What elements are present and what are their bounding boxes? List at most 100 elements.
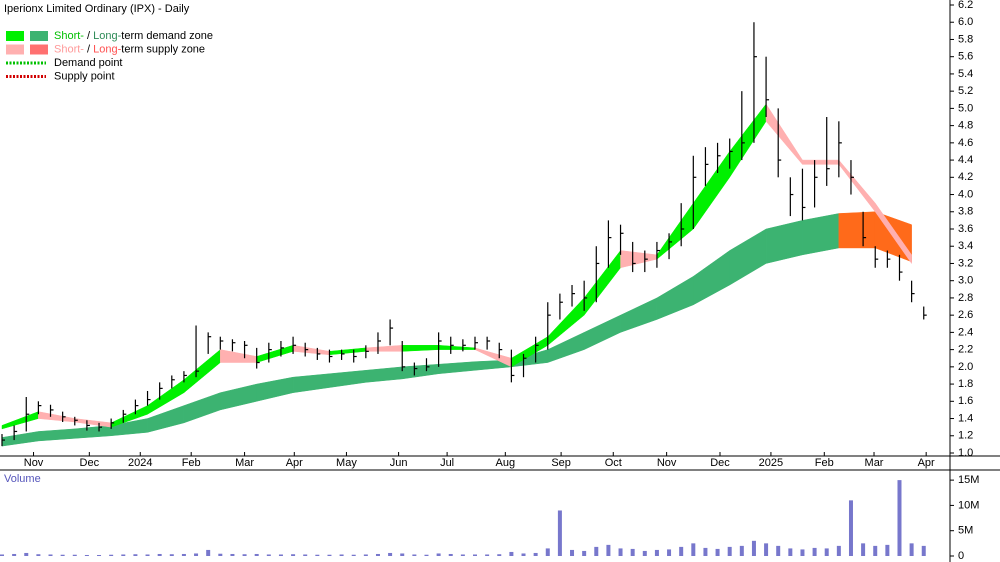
y-tick-label: 3.2: [958, 257, 973, 269]
legend-part: term demand zone: [121, 30, 213, 42]
x-tick-label: Mar: [235, 457, 254, 469]
legend-part: Demand point: [54, 57, 123, 69]
volume-bar: [873, 545, 878, 556]
x-tick-label: Feb: [815, 457, 834, 469]
volume-bar: [24, 552, 29, 556]
zone-segment: [802, 213, 840, 256]
chart-title: Iperionx Limited Ordinary (IPX) - Daily: [4, 3, 190, 15]
volume-bar: [606, 544, 611, 556]
volume-bar: [836, 545, 841, 556]
volume-bar: [788, 548, 793, 556]
y-tick-label: 5.6: [958, 51, 973, 63]
y-tick-label: 3.8: [958, 206, 973, 218]
volume-bar: [36, 554, 41, 556]
volume-bar: [654, 549, 659, 556]
volume-bar: [921, 545, 926, 556]
volume-bar: [121, 554, 126, 556]
volume-bar: [157, 553, 162, 556]
y-tick-label: 4.6: [958, 137, 973, 149]
volume-bar: [715, 548, 720, 556]
legend-swatch: [30, 31, 48, 41]
volume-bar: [266, 554, 271, 556]
volume-bar: [194, 553, 199, 556]
volume-bar: [618, 548, 623, 556]
x-tick-label: May: [336, 457, 357, 469]
volume-bar: [133, 554, 138, 556]
zone-segment: [874, 202, 912, 265]
volume-bar: [339, 554, 344, 556]
y-tick-label: 1.2: [958, 430, 973, 442]
volume-bar: [181, 553, 186, 556]
volume-bar: [327, 554, 332, 556]
volume-bar: [812, 547, 817, 556]
volume-bar: [206, 549, 211, 556]
y-tick-label: 1.6: [958, 395, 973, 407]
volume-bar: [824, 548, 829, 556]
volume-bar: [776, 545, 781, 556]
y-tick-label: 5.2: [958, 85, 973, 97]
legend-part: /: [84, 43, 93, 55]
y-tick-label: 1.8: [958, 378, 973, 390]
volume-bar: [667, 549, 672, 556]
volume-bar: [291, 554, 296, 556]
legend-part: term supply zone: [121, 43, 205, 55]
volume-bar: [448, 553, 453, 556]
volume-bar: [351, 554, 356, 556]
x-tick-label: 2024: [128, 457, 152, 469]
volume-bar: [254, 553, 259, 556]
volume-bar: [727, 546, 732, 556]
y-tick-label: 0: [958, 550, 964, 562]
x-tick-label: Sep: [551, 457, 571, 469]
y-tick-label: 2.4: [958, 326, 973, 338]
x-tick-label: Apr: [918, 457, 935, 469]
x-tick-label: Oct: [605, 457, 622, 469]
volume-bar: [388, 552, 393, 556]
x-tick-label: 2025: [759, 457, 783, 469]
volume-bar: [545, 548, 550, 556]
volume-bar: [145, 554, 150, 556]
zone-segment: [802, 159, 840, 165]
legend-part: Supply point: [54, 70, 115, 82]
volume-bar: [630, 548, 635, 556]
legend-text: Short- / Long-term supply zone: [54, 43, 205, 55]
volume-bar: [278, 554, 283, 556]
volume-pane: 0 5M 10M 15M: [0, 474, 979, 562]
y-tick-label: 15M: [958, 474, 979, 486]
volume-bar: [72, 554, 77, 556]
volume-bar: [521, 553, 526, 556]
volume-bar: [363, 554, 368, 556]
volume-bar: [533, 552, 538, 556]
legend-text: Demand point: [54, 57, 123, 69]
y-tick-label: 2.6: [958, 309, 973, 321]
volume-bar: [485, 554, 490, 556]
volume-bar: [861, 543, 866, 556]
y-tick-label: 3.6: [958, 223, 973, 235]
volume-label: Volume: [4, 473, 41, 485]
y-tick-label: 1.4: [958, 412, 973, 424]
volume-bar: [800, 549, 805, 556]
price-pane: 1.0 1.2 1.4 1.6 1.8 2.0 2.2 2.4 2.6 2.8 3.0 3.2 3.4 3…: [1, 0, 973, 469]
x-tick-label: Aug: [496, 457, 516, 469]
volume-bar: [570, 549, 575, 556]
y-tick-label: 4.4: [958, 154, 973, 166]
volume-bar: [400, 553, 405, 556]
y-tick-label: 5.4: [958, 68, 973, 80]
volume-bar: [97, 554, 102, 556]
zone-segment: [838, 211, 876, 249]
legend-part: Long-: [93, 43, 121, 55]
volume-bar: [109, 554, 114, 556]
volume-bar: [436, 553, 441, 556]
y-tick-label: 5M: [958, 525, 973, 537]
volume-bar: [679, 546, 684, 556]
y-tick-label: 4.2: [958, 171, 973, 183]
volume-bar: [424, 554, 429, 556]
x-tick-label: Mar: [865, 457, 884, 469]
y-tick-label: 3.4: [958, 240, 973, 252]
volume-bar: [885, 544, 890, 556]
volume-bar: [582, 550, 587, 556]
volume-bar: [315, 554, 320, 556]
x-tick-label: Feb: [182, 457, 201, 469]
volume-bar: [703, 547, 708, 556]
